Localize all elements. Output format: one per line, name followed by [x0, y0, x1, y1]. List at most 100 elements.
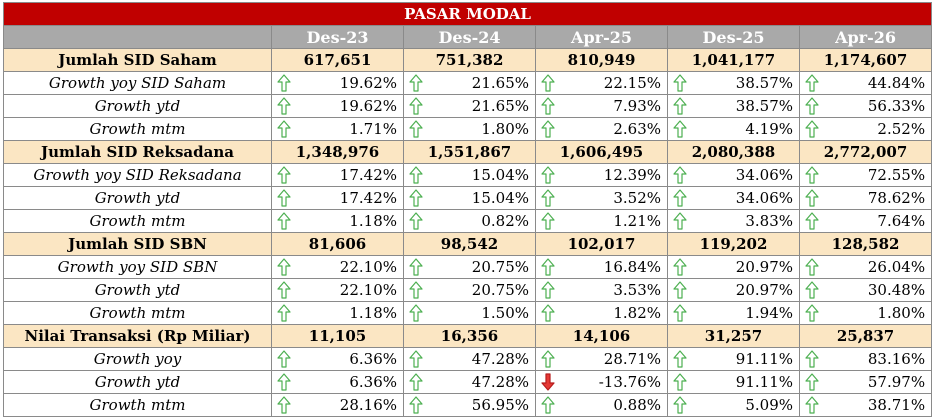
- metric-label: Growth yoy SID SBN: [3, 255, 272, 279]
- metric-value-cell: 56.33%: [798, 94, 933, 118]
- group-row: Jumlah SID Reksadana 1,348,976 1,551,867 1,…: [3, 140, 933, 164]
- group-label: Jumlah SID Saham: [3, 48, 272, 72]
- header-blank-cell: [3, 25, 272, 49]
- metric-value: 19.62%: [339, 97, 397, 115]
- arrow-up-icon: [539, 96, 557, 116]
- metric-value-cell: 38.71%: [798, 393, 933, 417]
- metric-value-cell: 1.50%: [403, 301, 536, 325]
- arrow-up-icon: [407, 119, 425, 139]
- metric-value: 0.88%: [613, 396, 661, 414]
- column-header: Des-23: [271, 25, 404, 49]
- arrow-up-icon: [803, 257, 821, 277]
- metric-value: 1.18%: [349, 304, 397, 322]
- metric-value-cell: 3.83%: [667, 209, 800, 233]
- metric-label: Growth ytd: [3, 278, 272, 302]
- metric-value: 20.97%: [735, 258, 793, 276]
- metric-value-cell: 12.39%: [535, 163, 668, 187]
- metric-value: 21.65%: [471, 97, 529, 115]
- metric-value: 3.52%: [613, 189, 661, 207]
- metric-value: 91.11%: [735, 350, 793, 368]
- arrow-up-icon: [407, 73, 425, 93]
- group-value-cell: 128,582: [798, 232, 933, 256]
- metric-value: 38.57%: [735, 97, 793, 115]
- metric-value: 12.39%: [603, 166, 661, 184]
- group-row: Jumlah SID Saham 617,651 751,382 810,949 1,0…: [3, 48, 933, 72]
- arrow-up-icon: [671, 73, 689, 93]
- metric-value-cell: 30.48%: [798, 278, 933, 302]
- arrow-up-icon: [275, 96, 293, 116]
- arrow-down-icon: [539, 372, 557, 392]
- arrow-up-icon: [539, 188, 557, 208]
- arrow-up-icon: [803, 280, 821, 300]
- metric-value: 56.33%: [867, 97, 926, 115]
- metric-value: 83.16%: [867, 350, 926, 368]
- metric-value-cell: 1.94%: [667, 301, 800, 325]
- metric-value: 2.52%: [877, 120, 926, 138]
- arrow-up-icon: [407, 395, 425, 415]
- arrow-up-icon: [803, 395, 821, 415]
- metric-value: 34.06%: [735, 189, 793, 207]
- metric-value-cell: 19.62%: [271, 71, 404, 95]
- metric-value: 22.10%: [339, 281, 397, 299]
- metric-value: 47.28%: [471, 350, 529, 368]
- group-value-cell: 2,080,388: [667, 140, 800, 164]
- metric-value: 91.11%: [735, 373, 793, 391]
- metric-value-cell: 26.04%: [798, 255, 933, 279]
- metric-value: 17.42%: [339, 166, 397, 184]
- group-value-cell: 2,772,007: [798, 140, 933, 164]
- metric-label: Growth yoy: [3, 347, 272, 371]
- arrow-up-icon: [539, 165, 557, 185]
- arrow-up-icon: [407, 349, 425, 369]
- metric-label: Growth mtm: [3, 117, 272, 141]
- group-value-cell: 31,257: [667, 324, 800, 348]
- metric-value: 1.80%: [481, 120, 529, 138]
- metric-value-cell: 21.65%: [403, 71, 536, 95]
- arrow-up-icon: [803, 73, 821, 93]
- metric-value-cell: 17.42%: [271, 186, 404, 210]
- metric-value-cell: 34.06%: [667, 186, 800, 210]
- group-value-cell: 102,017: [535, 232, 668, 256]
- metric-value: 20.75%: [471, 281, 529, 299]
- metric-label: Growth mtm: [3, 393, 272, 417]
- metric-value: 44.84%: [867, 74, 926, 92]
- metric-value: 20.75%: [471, 258, 529, 276]
- metric-value: 0.82%: [481, 212, 529, 230]
- metric-value: -13.76%: [598, 373, 661, 391]
- metric-value-cell: 17.42%: [271, 163, 404, 187]
- arrow-up-icon: [275, 349, 293, 369]
- metric-value-cell: 6.36%: [271, 370, 404, 394]
- metric-label: Growth mtm: [3, 209, 272, 233]
- arrow-up-icon: [671, 372, 689, 392]
- metric-value: 3.53%: [613, 281, 661, 299]
- metric-value: 19.62%: [339, 74, 397, 92]
- metric-value: 15.04%: [471, 189, 529, 207]
- group-value-cell: 14,106: [535, 324, 668, 348]
- metric-row: Growth yoy SID Reksadana 17.42% 15.04% 12.3…: [3, 163, 933, 187]
- arrow-up-icon: [539, 257, 557, 277]
- metric-value: 57.97%: [867, 373, 926, 391]
- arrow-up-icon: [275, 395, 293, 415]
- group-value-cell: 81,606: [271, 232, 404, 256]
- metric-value-cell: 22.10%: [271, 278, 404, 302]
- arrow-up-icon: [671, 96, 689, 116]
- group-value-cell: 1,606,495: [535, 140, 668, 164]
- metric-value: 1.80%: [877, 304, 926, 322]
- arrow-up-icon: [275, 73, 293, 93]
- metric-value-cell: 7.64%: [798, 209, 933, 233]
- arrow-up-icon: [671, 395, 689, 415]
- metric-value-cell: 1.82%: [535, 301, 668, 325]
- group-value-cell: 25,837: [798, 324, 933, 348]
- group-value-cell: 1,348,976: [271, 140, 404, 164]
- metric-value-cell: 91.11%: [667, 347, 800, 371]
- metric-value-cell: 44.84%: [798, 71, 933, 95]
- arrow-up-icon: [803, 303, 821, 323]
- table-title: PASAR MODAL: [2, 2, 933, 26]
- metric-value-cell: 1.80%: [798, 301, 933, 325]
- metric-value-cell: 5.09%: [667, 393, 800, 417]
- metric-value-cell: 1.71%: [271, 117, 404, 141]
- metric-value-cell: 1.21%: [535, 209, 668, 233]
- arrow-up-icon: [275, 188, 293, 208]
- arrow-up-icon: [275, 280, 293, 300]
- metric-value-cell: 0.88%: [535, 393, 668, 417]
- group-label: Jumlah SID Reksadana: [3, 140, 272, 164]
